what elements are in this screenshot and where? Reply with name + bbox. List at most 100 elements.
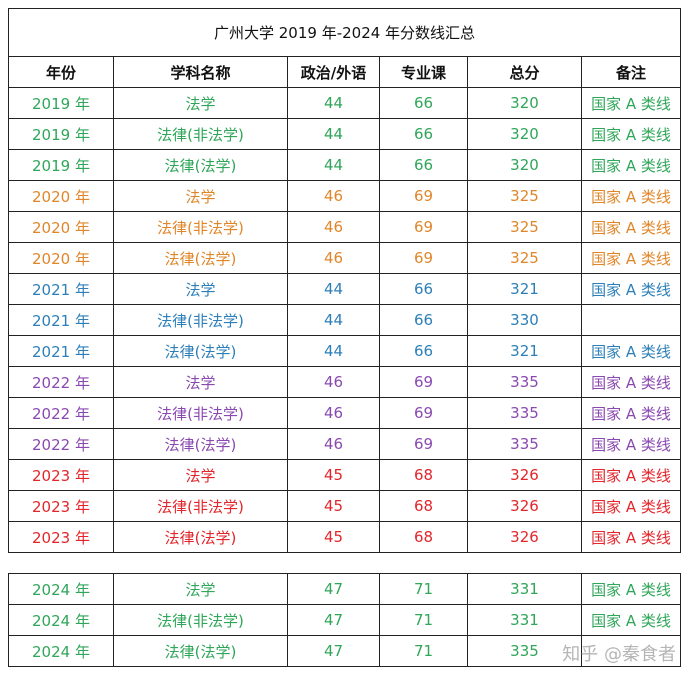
subject-cell: 法律(非法学)	[113, 211, 288, 243]
year-cell: 2023 年	[8, 521, 114, 553]
header-total: 总分	[467, 56, 582, 88]
total-cell: 320	[467, 118, 582, 150]
table-row: 2021 年法律(非法学) 44 66 330	[8, 304, 682, 336]
total-cell: 320	[467, 87, 582, 119]
major-cell: 68	[379, 521, 468, 553]
politics-cell: 44	[287, 273, 380, 305]
major-cell: 69	[379, 397, 468, 429]
total-cell: 335	[467, 635, 582, 667]
year-cell: 2019 年	[8, 87, 114, 119]
politics-cell: 44	[287, 149, 380, 181]
subject-cell: 法学	[113, 87, 288, 119]
major-cell: 68	[379, 490, 468, 522]
major-cell: 69	[379, 180, 468, 212]
major-cell: 69	[379, 211, 468, 243]
total-cell: 335	[467, 397, 582, 429]
total-cell: 335	[467, 366, 582, 398]
table-row: 2021 年法学 44 66 321 国家 A 类线	[8, 273, 682, 305]
note-cell	[580, 304, 682, 336]
year-cell: 2021 年	[8, 273, 114, 305]
table-row: 2023 年法律(非法学) 45 68 326 国家 A 类线	[8, 490, 682, 522]
major-cell: 66	[379, 118, 468, 150]
year-cell: 2022 年	[8, 428, 114, 460]
header-major-course: 专业课	[379, 56, 468, 88]
politics-cell: 45	[287, 459, 380, 491]
note-cell: 国家 A 类线	[580, 397, 682, 429]
subject-cell: 法学	[113, 273, 288, 305]
major-cell: 71	[379, 604, 468, 636]
politics-cell: 44	[287, 118, 380, 150]
year-cell: 2024 年	[8, 604, 114, 636]
table-row: 2020 年法学 46 69 325 国家 A 类线	[8, 180, 682, 212]
politics-cell: 47	[287, 604, 380, 636]
politics-cell: 46	[287, 180, 380, 212]
subject-cell: 法律(法学)	[113, 635, 288, 667]
table-row: 2023 年法学 45 68 326 国家 A 类线	[8, 459, 682, 491]
note-cell: 国家 A 类线	[580, 87, 682, 119]
politics-cell: 44	[287, 87, 380, 119]
politics-cell: 46	[287, 428, 380, 460]
note-cell: 国家 A 类线	[580, 149, 682, 181]
major-cell: 66	[379, 335, 468, 367]
subject-cell: 法律(非法学)	[113, 490, 288, 522]
header-politics-english: 政治/外语	[287, 56, 380, 88]
major-cell: 66	[379, 273, 468, 305]
subject-cell: 法学	[113, 573, 288, 605]
year-cell: 2024 年	[8, 573, 114, 605]
table-row: 2022 年法律(非法学) 46 69 335 国家 A 类线	[8, 397, 682, 429]
header-note: 备注	[580, 56, 682, 88]
subject-cell: 法学	[113, 180, 288, 212]
year-cell: 2019 年	[8, 118, 114, 150]
header-row: 年份 学科名称 政治/外语 专业课 总分 备注	[8, 56, 682, 88]
subject-cell: 法律(法学)	[113, 149, 288, 181]
note-cell: 国家 A 类线	[580, 273, 682, 305]
total-cell: 331	[467, 573, 582, 605]
year-cell: 2020 年	[8, 211, 114, 243]
header-year: 年份	[8, 56, 114, 88]
subject-cell: 法律(非法学)	[113, 397, 288, 429]
note-cell: 国家 A 类线	[580, 428, 682, 460]
table-row: 2024 年法律(非法学) 47 71 331 国家 A 类线	[8, 604, 681, 636]
note-cell	[581, 635, 681, 667]
major-cell: 66	[379, 304, 468, 336]
note-cell: 国家 A 类线	[580, 242, 682, 274]
table-row: 2022 年法律(法学) 46 69 335 国家 A 类线	[8, 428, 682, 460]
total-cell: 321	[467, 335, 582, 367]
score-table: 广州大学 2019 年-2024 年分数线汇总 年份 学科名称 政治/外语 专业…	[7, 8, 682, 553]
note-cell: 国家 A 类线	[580, 118, 682, 150]
year-cell: 2020 年	[8, 242, 114, 274]
year-cell: 2019 年	[8, 149, 114, 181]
total-cell: 335	[467, 428, 582, 460]
year-cell: 2022 年	[8, 366, 114, 398]
politics-cell: 47	[287, 635, 380, 667]
politics-cell: 44	[287, 335, 380, 367]
year-cell: 2021 年	[8, 335, 114, 367]
subject-cell: 法律(法学)	[113, 521, 288, 553]
year-cell: 2023 年	[8, 490, 114, 522]
note-cell: 国家 A 类线	[580, 521, 682, 553]
major-cell: 68	[379, 459, 468, 491]
year-cell: 2021 年	[8, 304, 114, 336]
major-cell: 66	[379, 87, 468, 119]
header-subject: 学科名称	[113, 56, 288, 88]
subject-cell: 法律(法学)	[113, 242, 288, 274]
table-row: 2019 年法学 44 66 320 国家 A 类线	[8, 87, 682, 119]
note-cell: 国家 A 类线	[580, 490, 682, 522]
score-table-2024: 2024 年法学 47 71 331 国家 A 类线 2024 年法律(非法学) 47 71 3…	[8, 573, 681, 667]
subject-cell: 法律(非法学)	[113, 604, 288, 636]
subject-cell: 法律(法学)	[113, 335, 288, 367]
politics-cell: 46	[287, 397, 380, 429]
table-row: 2022 年法学 46 69 335 国家 A 类线	[8, 366, 682, 398]
major-cell: 69	[379, 242, 468, 274]
note-cell: 国家 A 类线	[580, 211, 682, 243]
politics-cell: 47	[287, 573, 380, 605]
total-cell: 331	[467, 604, 582, 636]
note-cell: 国家 A 类线	[581, 604, 681, 636]
table-row: 2023 年法律(法学) 45 68 326 国家 A 类线	[8, 521, 682, 553]
subject-cell: 法学	[113, 366, 288, 398]
total-cell: 320	[467, 149, 582, 181]
note-cell: 国家 A 类线	[580, 180, 682, 212]
major-cell: 66	[379, 149, 468, 181]
table-row: 2024 年法律(法学) 47 71 335	[8, 635, 681, 667]
note-cell: 国家 A 类线	[581, 573, 681, 605]
